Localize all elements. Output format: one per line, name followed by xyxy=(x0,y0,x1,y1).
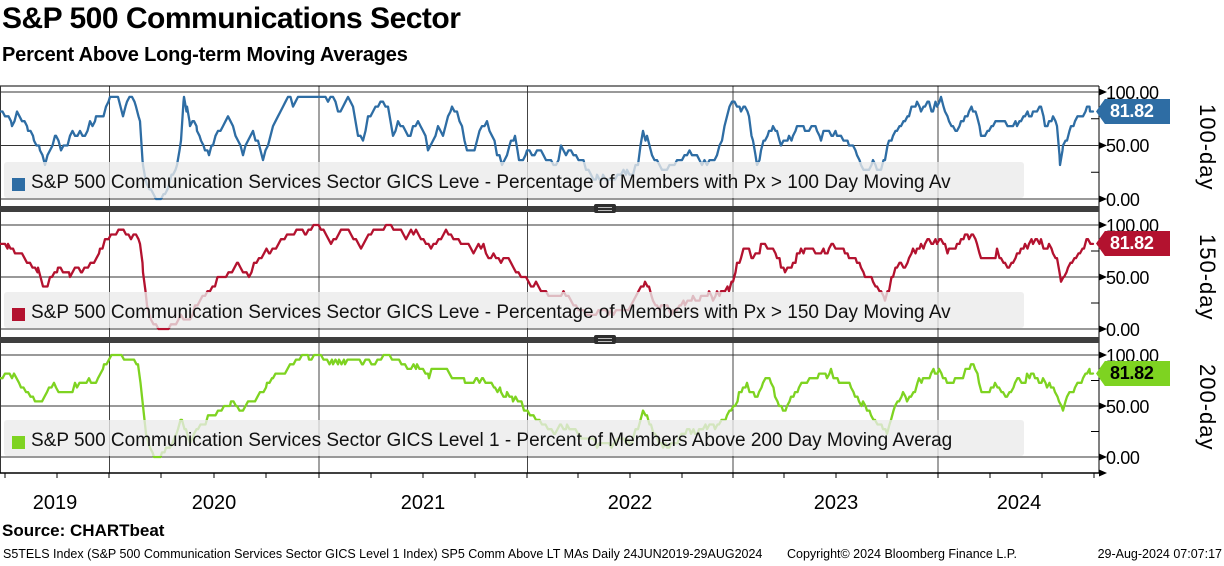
legend-100-day[interactable]: S&P 500 Communication Services Sector GI… xyxy=(4,162,1024,198)
legend-150-day[interactable]: S&P 500 Communication Services Sector GI… xyxy=(4,292,1024,328)
panel-label-150-day: 150-day xyxy=(1195,233,1220,321)
year-label-2019: 2019 xyxy=(32,492,78,514)
axis-arrow-icon xyxy=(1099,221,1107,229)
ytick-50-p2: 50.00 xyxy=(1106,268,1150,288)
page-subtitle: Percent Above Long-term Moving Averages xyxy=(2,44,408,66)
last-value-badge-150-day: 81.82 xyxy=(1096,231,1170,256)
legend-200-day[interactable]: S&P 500 Communication Services Sector GI… xyxy=(4,420,1024,456)
axis-arrow-icon xyxy=(1099,88,1107,96)
axis-arrow-icon xyxy=(1099,402,1107,410)
axis-arrow-icon xyxy=(1099,325,1107,333)
footer-timestamp: 29-Aug-2024 07:07:17 xyxy=(1097,547,1222,561)
panel-divider-handle-1[interactable] xyxy=(594,204,616,213)
legend-label: S&P 500 Communication Services Sector GI… xyxy=(31,430,953,451)
panel-separator[interactable] xyxy=(0,206,1099,212)
vertical-gridlines xyxy=(109,86,939,473)
footer-index-info: S5TELS Index (S&P 500 Communication Serv… xyxy=(3,547,763,561)
axis-arrow-icon xyxy=(1099,351,1107,359)
legend-swatch-blue-icon xyxy=(12,178,25,191)
legend-label: S&P 500 Communication Services Sector GI… xyxy=(31,172,951,193)
ytick-100-p1: 100.00 xyxy=(1106,83,1159,103)
axis-arrow-icon xyxy=(1099,142,1107,149)
legend-swatch-green-icon xyxy=(12,436,25,449)
footer-copyright: Copyright© 2024 Bloomberg Finance L.P. xyxy=(787,547,1017,561)
ytick-0-p2: 0.00 xyxy=(1106,320,1140,340)
ytick-0-p1: 0.00 xyxy=(1106,190,1140,210)
year-label-2024: 2024 xyxy=(996,492,1042,514)
year-label-2022: 2022 xyxy=(607,492,653,514)
last-value-badge-100-day: 81.82 xyxy=(1096,99,1170,124)
ytick-50-p3: 50.00 xyxy=(1106,397,1150,417)
panel-divider-handle-2[interactable] xyxy=(594,335,616,344)
page-title: S&P 500 Communications Sector xyxy=(2,2,461,35)
axis-arrow-icon xyxy=(1099,453,1107,461)
panel-label-200-day: 200-day xyxy=(1195,363,1220,451)
year-label-2023: 2023 xyxy=(813,492,859,514)
panel-separator[interactable] xyxy=(0,337,1099,343)
legend-label: S&P 500 Communication Services Sector GI… xyxy=(31,302,951,323)
legend-swatch-red-icon xyxy=(12,308,25,321)
panel-100-day xyxy=(0,88,1107,203)
year-label-2020: 2020 xyxy=(191,492,237,514)
series-line-100-day[interactable] xyxy=(0,95,1095,201)
ytick-50-p1: 50.00 xyxy=(1106,136,1150,156)
ytick-0-p3: 0.00 xyxy=(1106,448,1140,468)
panel-label-100-day: 100-day xyxy=(1195,103,1220,191)
year-label-2021: 2021 xyxy=(400,492,446,514)
axis-arrow-icon xyxy=(1099,273,1107,281)
source-label: Source: CHARTbeat xyxy=(2,521,165,540)
last-value-badge-200-day: 81.82 xyxy=(1096,361,1170,386)
axis-arrow-icon xyxy=(1099,195,1107,203)
axis-arrow-icon xyxy=(1099,469,1107,477)
